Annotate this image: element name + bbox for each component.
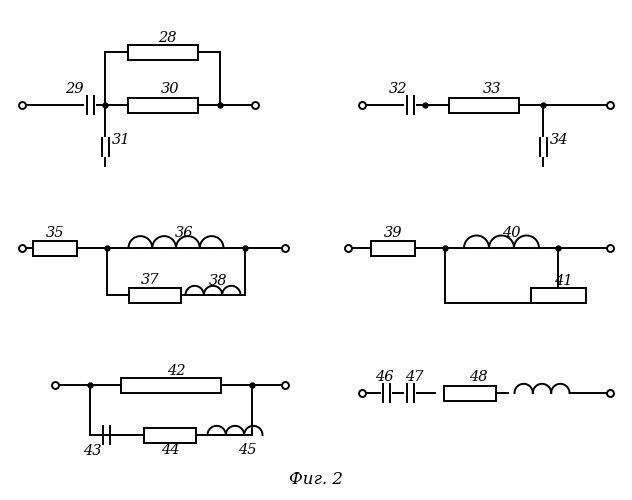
Text: 41: 41 <box>554 274 572 288</box>
Bar <box>530 288 585 302</box>
Text: 42: 42 <box>167 364 185 378</box>
Bar <box>121 378 221 392</box>
Text: 46: 46 <box>375 370 393 384</box>
Bar <box>128 44 197 60</box>
Text: 36: 36 <box>175 226 193 240</box>
Text: 40: 40 <box>502 226 521 240</box>
Bar <box>144 428 196 442</box>
Bar <box>128 98 197 112</box>
Text: 44: 44 <box>161 443 179 457</box>
Text: 37: 37 <box>141 273 159 287</box>
Text: 35: 35 <box>46 226 64 240</box>
Bar <box>129 288 181 302</box>
Text: 28: 28 <box>158 31 177 45</box>
Bar <box>371 240 415 256</box>
Text: 38: 38 <box>209 274 228 288</box>
Text: 39: 39 <box>384 226 402 240</box>
Text: 48: 48 <box>469 370 487 384</box>
Text: 29: 29 <box>64 82 83 96</box>
Text: Фиг. 2: Фиг. 2 <box>289 472 343 488</box>
Text: 31: 31 <box>112 133 130 147</box>
Text: 33: 33 <box>483 82 501 96</box>
Bar <box>33 240 77 256</box>
Text: 34: 34 <box>550 133 568 147</box>
Bar <box>449 98 519 112</box>
Text: 47: 47 <box>404 370 423 384</box>
Text: 43: 43 <box>83 444 101 458</box>
Text: 45: 45 <box>238 443 256 457</box>
Text: 32: 32 <box>389 82 407 96</box>
Text: 30: 30 <box>161 82 179 96</box>
Bar <box>444 386 496 400</box>
